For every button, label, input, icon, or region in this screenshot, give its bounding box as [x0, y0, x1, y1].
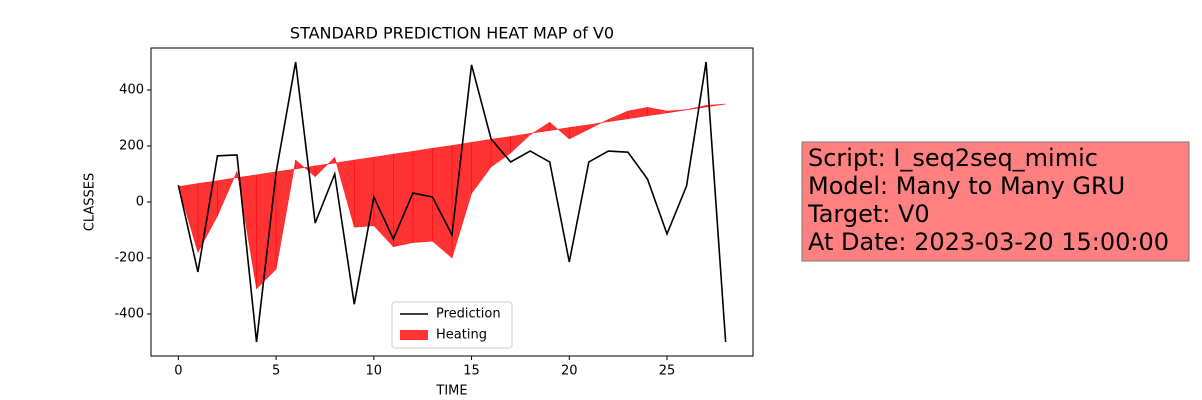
y-axis-label: CLASSES: [83, 173, 98, 231]
y-tick-label: -400: [114, 307, 144, 322]
heating-area: [608, 110, 629, 122]
info-line: Script: I_seq2seq_mimic: [808, 144, 1098, 172]
info-line: Target: V0: [807, 200, 930, 228]
y-tick-label: 0: [136, 195, 144, 210]
heating-area: [588, 118, 609, 130]
heating-area: [647, 107, 668, 117]
heating-area: [451, 142, 472, 259]
heating-area: [314, 156, 335, 178]
heating-area: [256, 171, 277, 290]
legend-label: Heating: [436, 328, 487, 343]
heating-area: [275, 159, 296, 270]
legend-label: Prediction: [436, 307, 501, 322]
info-box: [801, 141, 1190, 262]
heating-area: [217, 171, 238, 217]
heating-area: [666, 109, 687, 114]
heating-area: [549, 121, 570, 140]
chart-title: STANDARD PREDICTION HEAT MAP of V0: [290, 24, 614, 43]
heating-area: [178, 183, 199, 253]
info-line: Model: Many to Many GRU: [808, 172, 1125, 200]
heating-area: [529, 121, 550, 136]
x-tick-label: 5: [272, 364, 280, 379]
x-tick-label: 20: [561, 364, 578, 379]
x-tick-label: 0: [174, 364, 182, 379]
heating-area: [569, 124, 590, 140]
heating-area: [471, 138, 492, 195]
x-axis-label: TIME: [435, 384, 467, 399]
x-tick-label: 10: [366, 364, 383, 379]
heating-area: [705, 103, 726, 108]
legend-swatch: [400, 330, 428, 340]
heating-area: [295, 159, 316, 178]
y-tick-label: -200: [114, 251, 144, 266]
info-line: At Date: 2023-03-20 15:00:00: [808, 228, 1169, 256]
heating-area: [686, 105, 707, 111]
prediction-line: [177, 61, 727, 343]
heating-area: [490, 136, 511, 168]
x-tick-label: 15: [463, 364, 480, 379]
y-tick-label: 400: [119, 83, 144, 98]
x-tick-label: 25: [659, 364, 676, 379]
y-tick-label: 200: [119, 139, 144, 154]
heating-area: [627, 107, 648, 120]
heating-area: [510, 133, 531, 154]
